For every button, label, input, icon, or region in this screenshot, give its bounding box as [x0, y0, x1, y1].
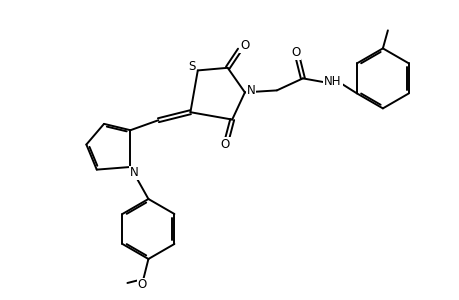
Text: O: O	[291, 46, 300, 59]
Text: NH: NH	[324, 75, 341, 88]
Text: O: O	[220, 138, 230, 151]
Text: N: N	[246, 84, 255, 97]
Text: O: O	[240, 39, 249, 52]
Text: O: O	[138, 278, 147, 292]
Text: N: N	[130, 167, 139, 179]
Text: S: S	[188, 60, 195, 73]
